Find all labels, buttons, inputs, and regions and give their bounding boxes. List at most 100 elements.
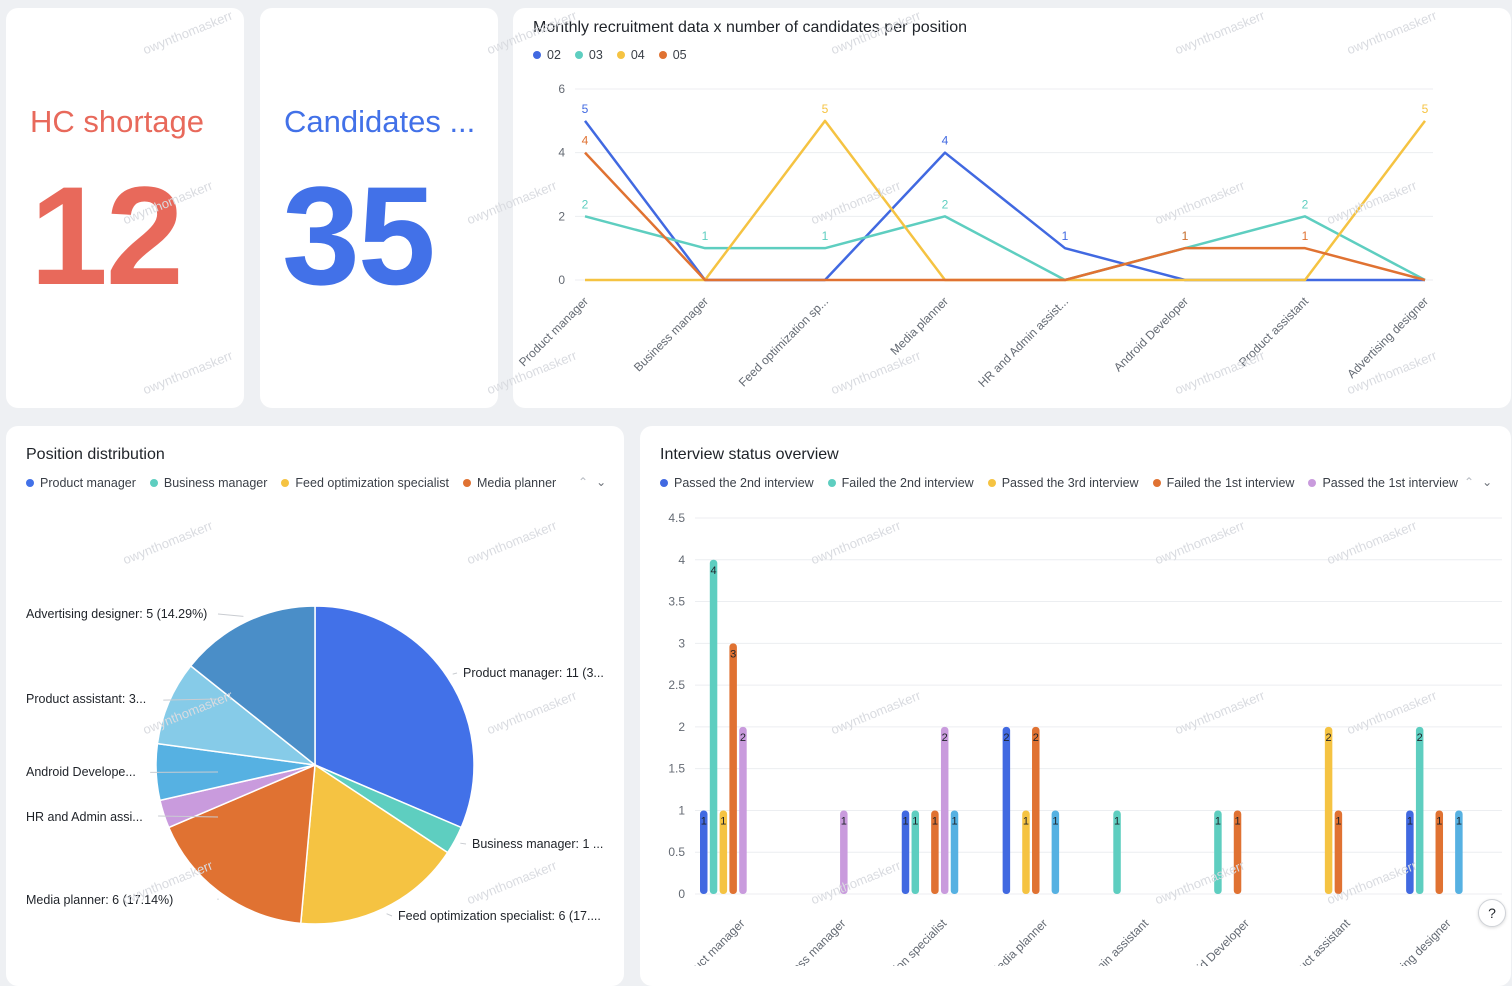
x-tick-label: uct manager	[690, 916, 747, 966]
data-label: 5	[1422, 102, 1429, 116]
y-tick-label: 4	[678, 553, 685, 567]
bar-chart-plot: 0 0.5 1 1.5 2 2.5 3 3.5 4 4.5 1 4 1 3 2 uct manager 1 ess…	[640, 426, 1511, 966]
y-tick-label: 0.5	[668, 845, 685, 859]
x-tick-label: Feed optimization sp...	[736, 294, 831, 389]
pie-label: Media planner: 6 (17.14%)	[26, 893, 173, 907]
x-tick-label: uct assistant	[1296, 916, 1354, 966]
x-tick-label: Media planner	[887, 294, 951, 358]
bar-value-label: 1	[1436, 815, 1442, 827]
bar-value-label: 1	[720, 815, 726, 827]
candidates-label: Candidates ...	[284, 104, 475, 140]
bar-value-label: 2	[1003, 732, 1009, 744]
pie-leader-line	[460, 843, 466, 844]
bar-value-label: 3	[730, 648, 736, 660]
bar-value-label: 1	[1052, 815, 1058, 827]
pie-leader-line	[453, 673, 457, 674]
pie-chart-plot: Product manager: 11 (3... Business manage…	[6, 426, 624, 966]
y-tick-label: 6	[558, 82, 565, 96]
pie-label: Android Develope...	[26, 765, 136, 779]
bar[interactable]	[1003, 727, 1011, 894]
bar[interactable]	[1416, 727, 1424, 894]
bar-value-label: 2	[942, 732, 948, 744]
bar-value-label: 1	[1335, 815, 1341, 827]
x-tick-label: Media planner	[987, 916, 1051, 966]
bar-value-label: 1	[1215, 815, 1221, 827]
y-tick-label: 2.5	[668, 678, 685, 692]
x-tick-label: Android Developer	[1111, 294, 1191, 374]
x-tick-label: Advertising designer	[1344, 294, 1431, 381]
pie-label: Product assistant: 3...	[26, 692, 146, 706]
data-label: 4	[942, 134, 949, 148]
y-tick-label: 3	[678, 636, 685, 650]
series-line[interactable]	[585, 121, 1425, 280]
bar[interactable]	[710, 560, 718, 894]
x-tick-label: min assistant	[1092, 916, 1152, 966]
bar-value-label: 1	[701, 815, 707, 827]
x-tick-label: Product manager	[516, 294, 591, 369]
y-tick-label: 2	[558, 209, 565, 223]
bar[interactable]	[1325, 727, 1333, 894]
data-label: 1	[1302, 229, 1309, 243]
candidates-card[interactable]: Candidates ... 35	[260, 8, 498, 408]
bar-value-label: 1	[932, 815, 938, 827]
y-tick-label: 4	[558, 146, 565, 160]
bar-value-label: 2	[740, 732, 746, 744]
y-tick-label: 4.5	[668, 511, 685, 525]
x-tick-label: HR and Admin assist...	[975, 294, 1071, 390]
bar-value-label: 1	[902, 815, 908, 827]
y-tick-label: 1.5	[668, 762, 685, 776]
data-label: 1	[1182, 229, 1189, 243]
x-tick-label: id Developer	[1194, 916, 1252, 966]
data-label: 2	[582, 197, 589, 211]
x-tick-label: Business manager	[631, 294, 711, 374]
line-chart-card: Monthly recruitment data x number of can…	[513, 8, 1511, 408]
hc-shortage-card[interactable]: HC shortage 12	[6, 8, 244, 408]
data-label: 4	[582, 134, 589, 148]
bar[interactable]	[739, 727, 747, 894]
bar-value-label: 2	[1417, 732, 1423, 744]
hc-shortage-value: 12	[30, 166, 182, 306]
bar-value-label: 1	[1234, 815, 1240, 827]
y-tick-label: 3.5	[668, 595, 685, 609]
bar-value-label: 1	[1023, 815, 1029, 827]
data-label: 5	[822, 102, 829, 116]
bar-value-label: 2	[1326, 732, 1332, 744]
y-tick-label: 0	[558, 273, 565, 287]
y-tick-label: 2	[678, 720, 685, 734]
bar-value-label: 1	[1456, 815, 1462, 827]
data-label: 2	[1302, 197, 1309, 211]
hc-shortage-label: HC shortage	[30, 104, 204, 140]
pie-label: Advertising designer: 5 (14.29%)	[26, 607, 207, 621]
bar-chart-card: Interview status overview Passed the 2nd…	[640, 426, 1511, 986]
pie-label: Product manager: 11 (3...	[463, 666, 604, 680]
x-tick-label: Product assistant	[1236, 294, 1311, 369]
pie-label: Business manager: 1 ...	[472, 837, 603, 851]
help-icon: ?	[1488, 905, 1496, 921]
line-chart-plot: 0 2 4 6 Product manager Business manager Feed …	[513, 8, 1511, 408]
pie-label: Feed optimization specialist: 6 (17....	[398, 909, 601, 923]
data-label: 1	[702, 229, 709, 243]
data-label: 5	[582, 102, 589, 116]
bar-value-label: 4	[710, 565, 716, 577]
pie-label: HR and Admin assi...	[26, 810, 143, 824]
bar-value-label: 1	[841, 815, 847, 827]
y-tick-label: 1	[678, 803, 685, 817]
candidates-value: 35	[282, 166, 434, 306]
bar[interactable]	[729, 643, 737, 894]
help-button[interactable]: ?	[1478, 899, 1506, 927]
y-tick-label: 0	[678, 887, 685, 901]
data-label: 2	[942, 197, 949, 211]
bar-value-label: 1	[1114, 815, 1120, 827]
pie-leader-line	[218, 614, 243, 616]
x-tick-label: ion specialist	[891, 916, 950, 966]
bar[interactable]	[941, 727, 949, 894]
x-tick-label: ess manager	[789, 916, 848, 966]
bar-value-label: 2	[1033, 732, 1039, 744]
data-label: 1	[1062, 229, 1069, 243]
bar[interactable]	[1032, 727, 1040, 894]
data-label: 1	[822, 229, 829, 243]
bar-value-label: 1	[1407, 815, 1413, 827]
bar-value-label: 1	[912, 815, 918, 827]
bar-value-label: 1	[951, 815, 957, 827]
